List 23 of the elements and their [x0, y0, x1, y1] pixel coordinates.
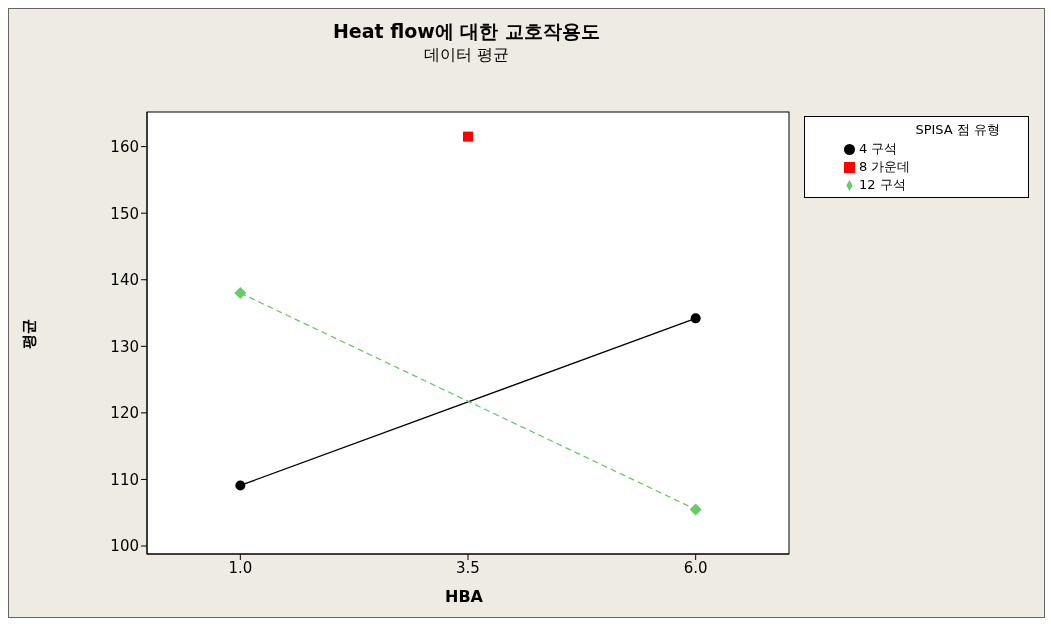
x-tick-label: 6.0: [683, 558, 708, 577]
y-tick-label: 140: [110, 271, 139, 290]
y-axis-title: 평균: [19, 319, 39, 349]
point: [690, 313, 701, 324]
y-tick-label: 110: [110, 470, 139, 489]
x-tick-label: 1.0: [228, 558, 253, 577]
y-tick-label: 100: [110, 537, 139, 556]
point: [463, 131, 473, 142]
point: [234, 287, 247, 300]
y-tick-label: 150: [110, 204, 139, 223]
y-tick-label: 130: [110, 337, 139, 356]
legend-label: 8 가운데: [859, 159, 911, 174]
point: [235, 480, 246, 491]
x-tick-label: 3.5: [456, 558, 480, 577]
legend-title: SPISA 점 유형: [914, 121, 1001, 139]
y-tick-label: 120: [110, 404, 139, 423]
point: [689, 503, 702, 516]
chart-title: Heat flow에 대한 교호작용도: [331, 19, 602, 44]
y-tick-label: 160: [110, 137, 139, 156]
chart-subtitle: 데이터 평균: [422, 45, 511, 66]
legend-label: 4 구석: [859, 141, 898, 156]
x-axis-title: HBA: [444, 587, 484, 606]
legend-label: 12 구석: [859, 177, 906, 192]
